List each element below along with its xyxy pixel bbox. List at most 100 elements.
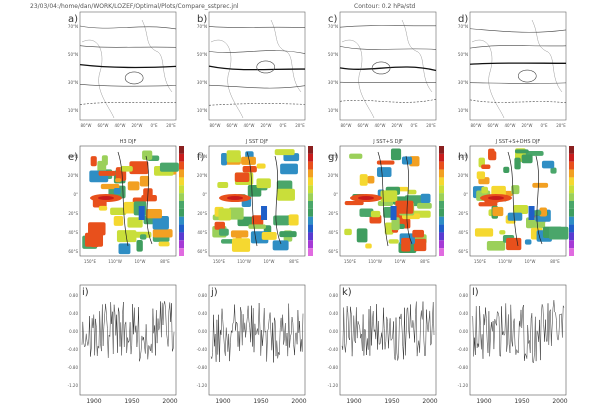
colorbar-swatch — [569, 169, 574, 178]
lat-label: 60°S — [68, 249, 78, 254]
lon-label: 60°W — [97, 123, 108, 128]
series-line — [341, 301, 435, 361]
lon-label: 80°W — [340, 123, 351, 128]
shaded-patch — [507, 212, 523, 221]
series-line — [471, 300, 565, 364]
coastline — [507, 151, 519, 247]
shaded-patch — [115, 178, 122, 183]
lon-label: 20°W — [521, 123, 532, 128]
shaded-patch — [549, 226, 569, 240]
shaded-patch — [499, 230, 506, 235]
shaded-patch — [230, 230, 249, 238]
contour-line — [339, 46, 437, 50]
y-tick-label: -1.20 — [458, 383, 469, 388]
colorbar-swatch — [179, 193, 184, 201]
panel-label: k) — [342, 287, 352, 298]
x-tick-label: 1950 — [124, 398, 139, 405]
y-tick-label: 0.40 — [459, 311, 468, 316]
shaded-patch — [344, 228, 352, 236]
lon-label: 80°W — [209, 123, 220, 128]
lat-label: 20°N — [197, 173, 207, 178]
contour-line — [79, 63, 177, 69]
shaded-patch — [159, 162, 179, 172]
x-tick-label: 1900 — [86, 398, 101, 405]
lon-label: 20°E — [166, 123, 176, 128]
shaded-patch — [279, 231, 297, 238]
lat-label: 20°N — [68, 173, 78, 178]
shaded-patch — [129, 161, 149, 175]
colorbar-swatch — [439, 177, 444, 186]
lat-label: 40°S — [68, 230, 78, 235]
contour-line — [79, 25, 177, 30]
y-tick-label: -1.20 — [68, 383, 79, 388]
lon-label: 150°E — [84, 259, 97, 264]
shaded-patch — [550, 167, 557, 174]
shaded-patch — [365, 243, 372, 249]
map-frame — [469, 11, 567, 121]
coastline — [401, 19, 433, 93]
lon-label: 150°E — [344, 259, 357, 264]
lon-label: 20°W — [391, 123, 402, 128]
lon-label: 0°E — [279, 123, 287, 128]
shaded-patch — [349, 153, 363, 159]
colorbar-swatch — [569, 224, 574, 233]
panel-title: H3 DJF — [120, 139, 137, 145]
colorbar-swatch — [439, 153, 444, 162]
lat-label: 40°N — [68, 154, 78, 159]
lat-label: 20°S — [197, 211, 207, 216]
shaded-patch — [413, 238, 427, 252]
contour-line — [469, 62, 567, 65]
shaded-patch — [231, 238, 251, 252]
lon-label: 150°E — [474, 259, 487, 264]
lat-label: 70°N — [328, 24, 338, 29]
colorbar-swatch — [308, 153, 313, 162]
lon-label: 40°W — [374, 123, 385, 128]
shaded-patch — [412, 229, 425, 238]
colorbar-swatch — [179, 240, 184, 249]
shaded-patch — [488, 148, 495, 160]
contour-map-panel: a)70°N 50°N 30°N 10°N 80°W 60°W 40°W 20°W 0°E 20°… — [68, 11, 177, 128]
lon-label: 80°E — [289, 259, 299, 264]
lat-label: 0° — [333, 192, 338, 197]
header-path: 23/03/04:/home/dan/WORK/LOZEF/Optimal/Pl… — [30, 3, 239, 10]
y-tick-label: -0.40 — [328, 347, 339, 352]
lat-label: 0° — [202, 192, 207, 197]
shaded-patch — [532, 182, 549, 188]
colorbar-swatch — [179, 161, 184, 170]
shaded-map-panel: H3 DJF e)40°N 20°N 0° 20°S 40°S 60°S 150°E 110°W… — [68, 139, 184, 264]
lon-label: 10°W — [394, 259, 405, 264]
shaded-patch — [370, 210, 381, 218]
cool-anomaly — [390, 206, 397, 220]
shaded-patch — [110, 207, 127, 216]
lon-label: 40°W — [504, 123, 515, 128]
colorbar-swatch — [179, 232, 184, 241]
lat-label: 40°N — [197, 154, 207, 159]
colorbar-swatch — [179, 153, 184, 162]
shaded-patch — [84, 232, 104, 247]
shaded-patch — [274, 149, 295, 156]
shaded-patch — [524, 239, 532, 245]
lat-label: 10°N — [68, 108, 78, 113]
cool-anomaly — [138, 206, 145, 220]
colorbar-swatch — [308, 146, 313, 154]
shaded-patch — [377, 200, 394, 206]
colorbar-swatch — [179, 185, 184, 194]
colorbar-swatch — [179, 216, 184, 225]
colorbar-swatch — [308, 169, 313, 178]
y-tick-label: -0.40 — [197, 347, 208, 352]
coastline — [535, 155, 543, 245]
colorbar-swatch — [439, 185, 444, 194]
shaded-patch — [142, 150, 153, 160]
shaded-patch — [521, 154, 533, 164]
lat-label: 70°N — [197, 24, 207, 29]
shaded-patch — [388, 239, 399, 244]
colorbar-swatch — [308, 193, 313, 201]
lat-label: 40°S — [328, 230, 338, 235]
lon-label: 0°E — [540, 123, 548, 128]
x-tick-label: 1950 — [253, 398, 268, 405]
shaded-patch — [120, 165, 133, 172]
shaded-map-panel: J SST DJF f)40°N 20°N 0° 20°S 40°S 60°S 150°E 11… — [197, 139, 313, 264]
lat-label: 10°N — [458, 108, 468, 113]
lat-label: 60°S — [458, 249, 468, 254]
shaded-patch — [481, 164, 491, 169]
